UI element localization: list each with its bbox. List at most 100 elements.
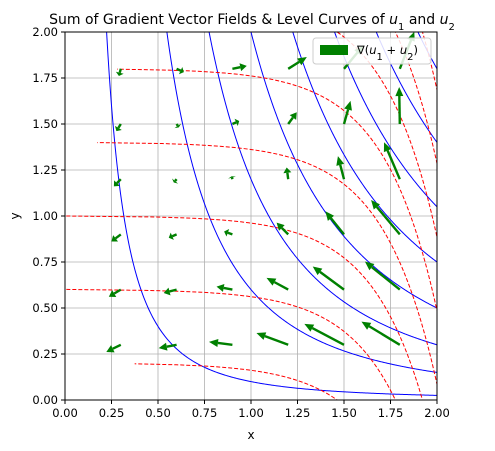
gradient-arrow-head — [228, 176, 236, 179]
gradient-arrow-head — [289, 112, 297, 120]
gradient-arrow-head — [111, 235, 119, 242]
gradient-arrow — [227, 231, 233, 236]
gradient-arrow — [118, 68, 122, 74]
u1-level-curve — [250, 32, 437, 309]
gradient-arrow-head — [108, 290, 117, 297]
gradient-arrow — [371, 266, 401, 291]
gradient-arrow — [175, 123, 179, 127]
x-tick-label: 2.00 — [424, 406, 450, 420]
y-tick-label: 1.25 — [32, 163, 58, 177]
gradient-arrow-head — [113, 180, 120, 187]
gradient-arrow — [231, 121, 237, 126]
gradient-arrow — [280, 227, 290, 236]
u2-level-curve — [65, 215, 423, 400]
gradient-arrow — [287, 60, 300, 70]
u2-level-curves — [65, 32, 437, 400]
title-text: Sum of Gradient Vector Fields & Level Cu… — [49, 12, 389, 28]
gradient-arrow-head — [171, 178, 179, 184]
gradient-arrow-head — [163, 287, 171, 296]
x-tick-label: 1.75 — [378, 406, 404, 420]
x-tick-label: 0.75 — [192, 406, 218, 420]
gradient-arrow-head — [361, 321, 372, 330]
gradient-arrow — [223, 286, 233, 291]
gradient-arrow — [114, 233, 122, 240]
gradient-arrow-head — [297, 57, 307, 66]
legend-sub2: 2 — [407, 52, 413, 63]
gradient-arrow-head — [174, 123, 182, 129]
legend-entry: ∇(u1 + u2) — [356, 43, 418, 63]
gradient-arrow — [386, 150, 401, 180]
gradient-arrow — [171, 233, 178, 238]
x-tick-label: 0.50 — [145, 406, 171, 420]
gradient-arrow-head — [344, 100, 352, 111]
gradient-arrow — [311, 327, 345, 346]
gradient-arrow-head — [256, 332, 267, 340]
gradient-arrow-head — [239, 63, 247, 72]
gradient-arrow-head — [234, 118, 240, 127]
legend-close: ) — [413, 43, 418, 57]
x-tick-label: 1.50 — [331, 406, 357, 420]
gradient-arrow — [339, 164, 346, 180]
u2-level-curve — [134, 363, 339, 400]
title-u1: u — [389, 12, 398, 28]
gradient-arrow — [342, 109, 350, 125]
gradient-arrow-head — [371, 200, 380, 210]
gradient-arrow-head — [336, 156, 345, 166]
gradient-arrow — [273, 281, 289, 291]
x-axis-ticks: 0.00 0.25 0.50 0.75 1.00 1.25 1.50 1.75 2.00 — [52, 400, 450, 420]
gradient-arrow — [330, 217, 345, 236]
legend: ∇(u1 + u2) — [312, 37, 432, 65]
gradient-arrow-head — [178, 67, 184, 75]
gradient-arrow — [116, 178, 122, 184]
gradient-arrow-head — [168, 232, 174, 240]
u1-level-curve — [166, 32, 437, 373]
gradient-arrow — [287, 116, 294, 125]
gradient-arrow-head — [395, 87, 404, 97]
gradient-arrow-head — [364, 261, 375, 271]
y-tick-label: 0.00 — [32, 393, 58, 407]
gradient-arrow — [286, 172, 290, 180]
title-sub1: 1 — [398, 22, 404, 33]
chart-title: Sum of Gradient Vector Fields & Level Cu… — [49, 12, 455, 33]
y-tick-label: 0.25 — [32, 347, 58, 361]
gradient-arrow — [232, 66, 241, 70]
gradient-arrow — [176, 67, 182, 72]
gradient-arrow — [117, 123, 122, 129]
gradient-arrow-head — [114, 125, 122, 132]
gradient-arrow — [112, 343, 122, 350]
gradient-arrow-head — [224, 229, 230, 237]
gradient-arrow — [113, 288, 122, 295]
gradient-arrow — [169, 288, 177, 293]
u1-level-curve — [375, 32, 437, 144]
gradient-arrow-head — [208, 339, 219, 347]
u2-level-curve — [394, 32, 437, 166]
x-tick-label: 1.25 — [285, 406, 311, 420]
u2-level-curve — [97, 142, 437, 387]
y-tick-label: 1.50 — [32, 117, 58, 131]
gradient-arrow — [217, 341, 233, 346]
u2-level-curve — [336, 32, 437, 240]
gradient-arrow — [319, 270, 345, 291]
gradient-arrow — [174, 178, 178, 182]
u1-level-curves — [106, 32, 437, 396]
legend-nabla: ∇( — [356, 43, 369, 57]
y-tick-label: 2.00 — [32, 25, 58, 39]
gradient-arrow-head — [106, 345, 115, 353]
u1-level-curve — [292, 32, 437, 263]
gradient-arrow-head — [276, 222, 285, 231]
x-tick-label: 1.00 — [238, 406, 264, 420]
title-u2: u — [440, 12, 449, 28]
gradient-arrow-head — [283, 167, 292, 174]
u1-level-curve — [106, 32, 437, 396]
gradient-arrow-head — [216, 284, 225, 292]
gradient-arrow — [166, 343, 177, 348]
y-axis-ticks: 0.00 0.25 0.50 0.75 1.00 1.25 1.50 1.75 2.00 — [32, 25, 65, 407]
y-tick-label: 1.75 — [32, 71, 58, 85]
gradient-arrows — [106, 32, 415, 353]
u2-level-curve — [117, 68, 437, 314]
title-and: and — [404, 12, 439, 28]
gradient-arrow-head — [115, 71, 124, 76]
legend-u1: u — [369, 43, 376, 57]
